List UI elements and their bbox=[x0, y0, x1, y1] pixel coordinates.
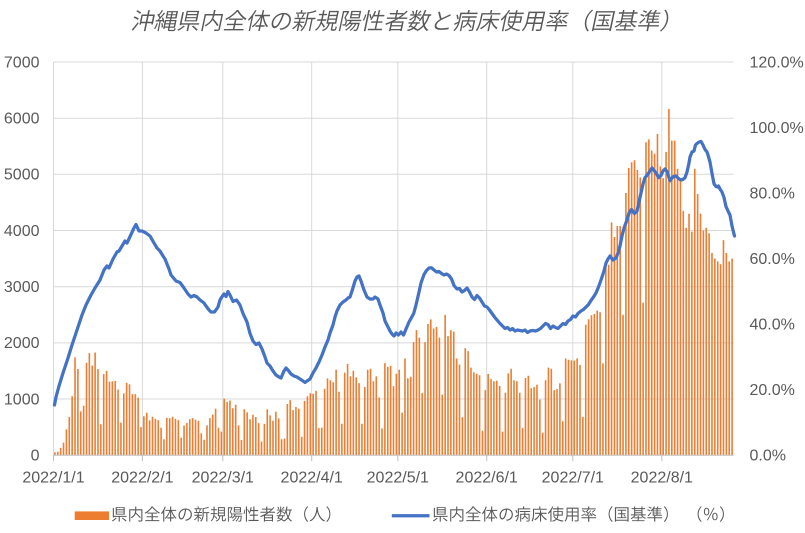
svg-text:2022/4/1: 2022/4/1 bbox=[281, 470, 343, 487]
svg-text:120.0%: 120.0% bbox=[750, 54, 804, 71]
svg-text:20.0%: 20.0% bbox=[750, 382, 795, 399]
svg-text:0: 0 bbox=[31, 448, 40, 465]
svg-text:1000: 1000 bbox=[4, 391, 40, 408]
svg-text:60.0%: 60.0% bbox=[750, 251, 795, 268]
svg-text:2022/2/1: 2022/2/1 bbox=[111, 470, 173, 487]
svg-text:2022/5/1: 2022/5/1 bbox=[367, 470, 429, 487]
svg-text:5000: 5000 bbox=[4, 167, 40, 184]
svg-text:2022/1/1: 2022/1/1 bbox=[22, 470, 84, 487]
svg-text:2022/7/1: 2022/7/1 bbox=[542, 470, 604, 487]
svg-text:6000: 6000 bbox=[4, 111, 40, 128]
svg-text:0.0%: 0.0% bbox=[750, 448, 786, 465]
svg-text:2022/6/1: 2022/6/1 bbox=[456, 470, 518, 487]
svg-text:80.0%: 80.0% bbox=[750, 185, 795, 202]
svg-text:100.0%: 100.0% bbox=[750, 120, 804, 137]
svg-text:7000: 7000 bbox=[4, 54, 40, 71]
svg-text:3000: 3000 bbox=[4, 279, 40, 296]
svg-text:2022/3/1: 2022/3/1 bbox=[192, 470, 254, 487]
svg-text:2000: 2000 bbox=[4, 335, 40, 352]
svg-text:40.0%: 40.0% bbox=[750, 316, 795, 333]
svg-text:2022/8/1: 2022/8/1 bbox=[631, 470, 693, 487]
svg-text:4000: 4000 bbox=[4, 223, 40, 240]
